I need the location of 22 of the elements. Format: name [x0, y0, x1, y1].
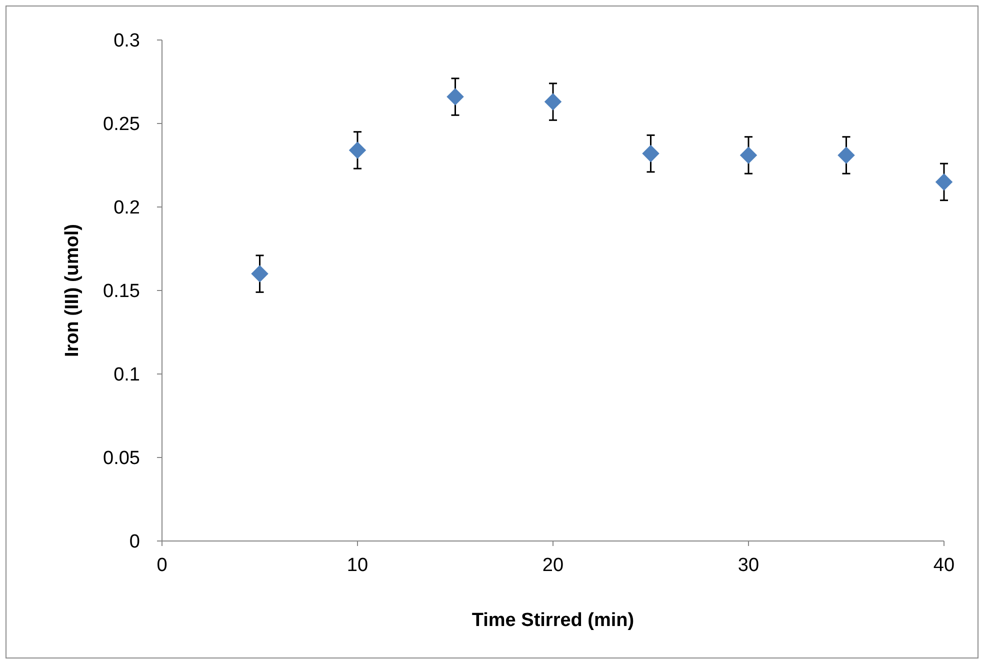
y-tick-label: 0.25 [103, 114, 140, 136]
y-tick-label: 0.3 [114, 30, 140, 52]
y-tick-label: 0.2 [114, 198, 140, 219]
y-tick-label: 0.1 [114, 364, 140, 386]
point [251, 265, 268, 282]
x-tick-label: 0 [156, 555, 168, 576]
point [740, 146, 758, 164]
point [544, 93, 562, 110]
y-tick-label: 0.05 [103, 448, 140, 470]
y-tick-label: 0.15 [103, 281, 140, 302]
y-axis-title: Iron (III) (umol) [62, 224, 83, 357]
point [642, 144, 660, 162]
x-tick-label: 20 [542, 555, 564, 576]
y-tick-label: 0 [129, 532, 140, 553]
x-tick-label: 40 [933, 555, 955, 576]
point [348, 142, 366, 159]
point [935, 173, 953, 191]
x-tick-label: 10 [346, 555, 368, 576]
point [446, 88, 464, 106]
x-axis-title: Time Stirred (min) [472, 610, 634, 631]
x-tick-label: 30 [738, 555, 760, 576]
point [838, 146, 855, 164]
